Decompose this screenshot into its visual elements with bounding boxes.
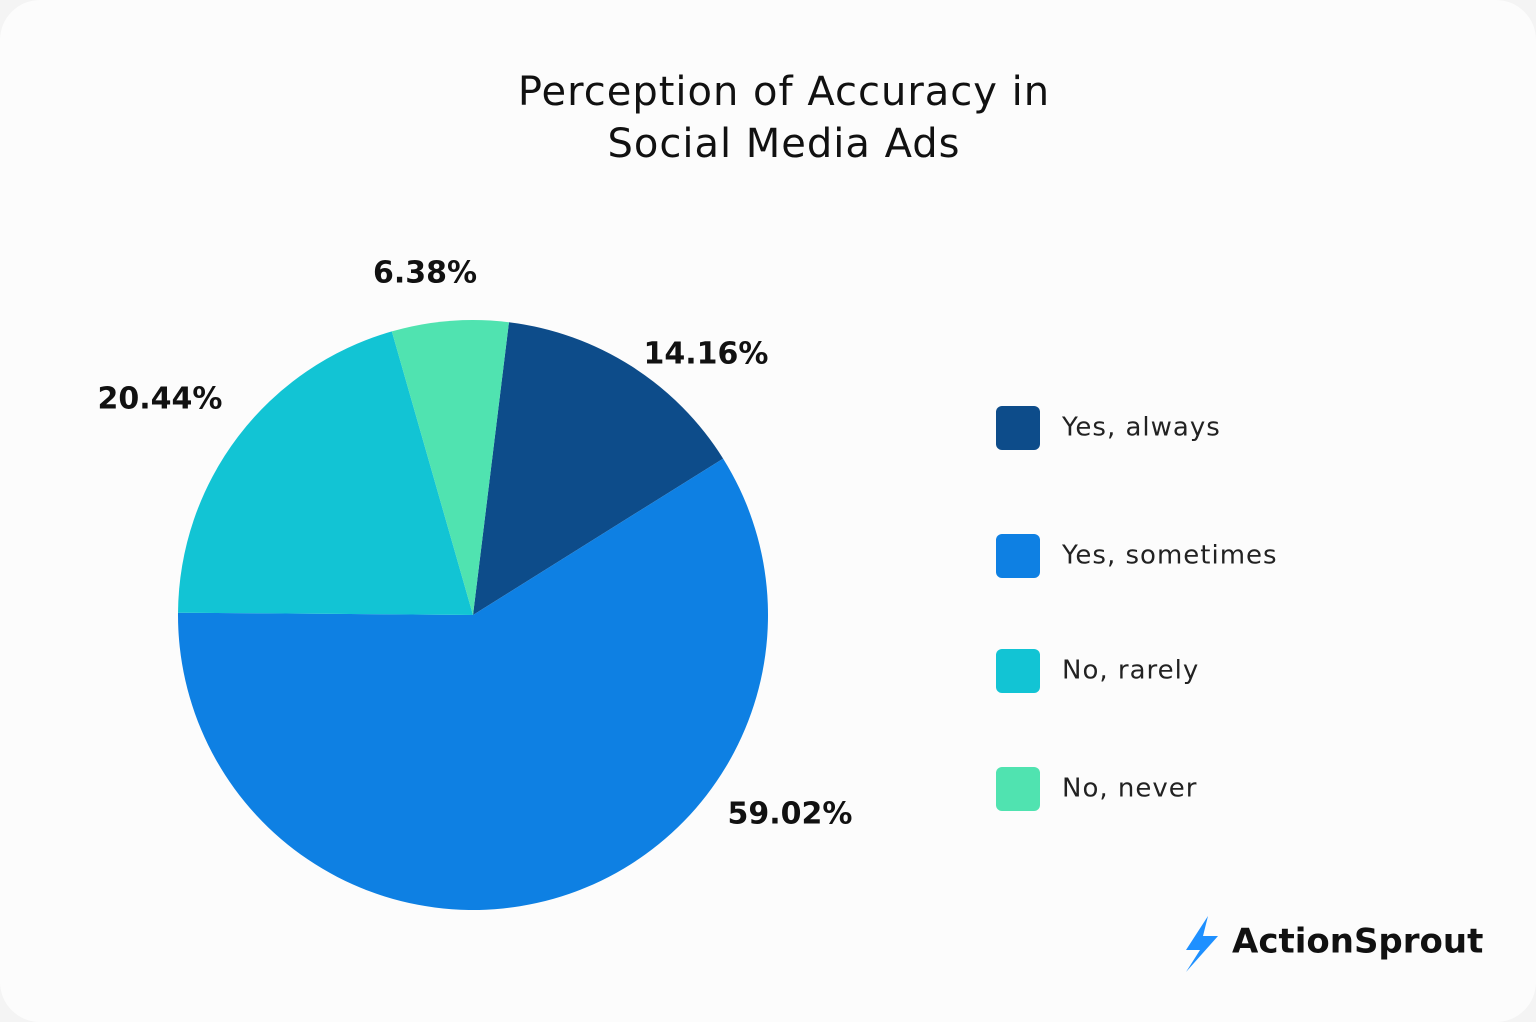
value-label: 59.02%	[728, 797, 853, 832]
value-label: 6.38%	[373, 256, 477, 291]
pie-slice	[177, 458, 768, 910]
pie-slice	[473, 322, 724, 615]
legend-swatch	[996, 534, 1040, 578]
logo-icon	[1186, 916, 1218, 972]
legend-swatch	[996, 649, 1040, 693]
legend-label: Yes, sometimes	[1061, 541, 1278, 571]
legend-swatch	[996, 767, 1040, 811]
value-label: 14.16%	[644, 337, 769, 372]
legend-swatch	[996, 406, 1040, 450]
legend-label: No, rarely	[1062, 656, 1199, 686]
legend-label: No, never	[1062, 774, 1197, 804]
logo-text: ActionSprout	[1232, 922, 1483, 962]
pie-slice	[391, 320, 509, 615]
value-label: 20.44%	[98, 382, 223, 417]
chart-title: Perception of Accuracy in Social Media A…	[517, 69, 1051, 167]
pie-slice	[178, 331, 473, 615]
legend-label: Yes, always	[1061, 413, 1221, 443]
